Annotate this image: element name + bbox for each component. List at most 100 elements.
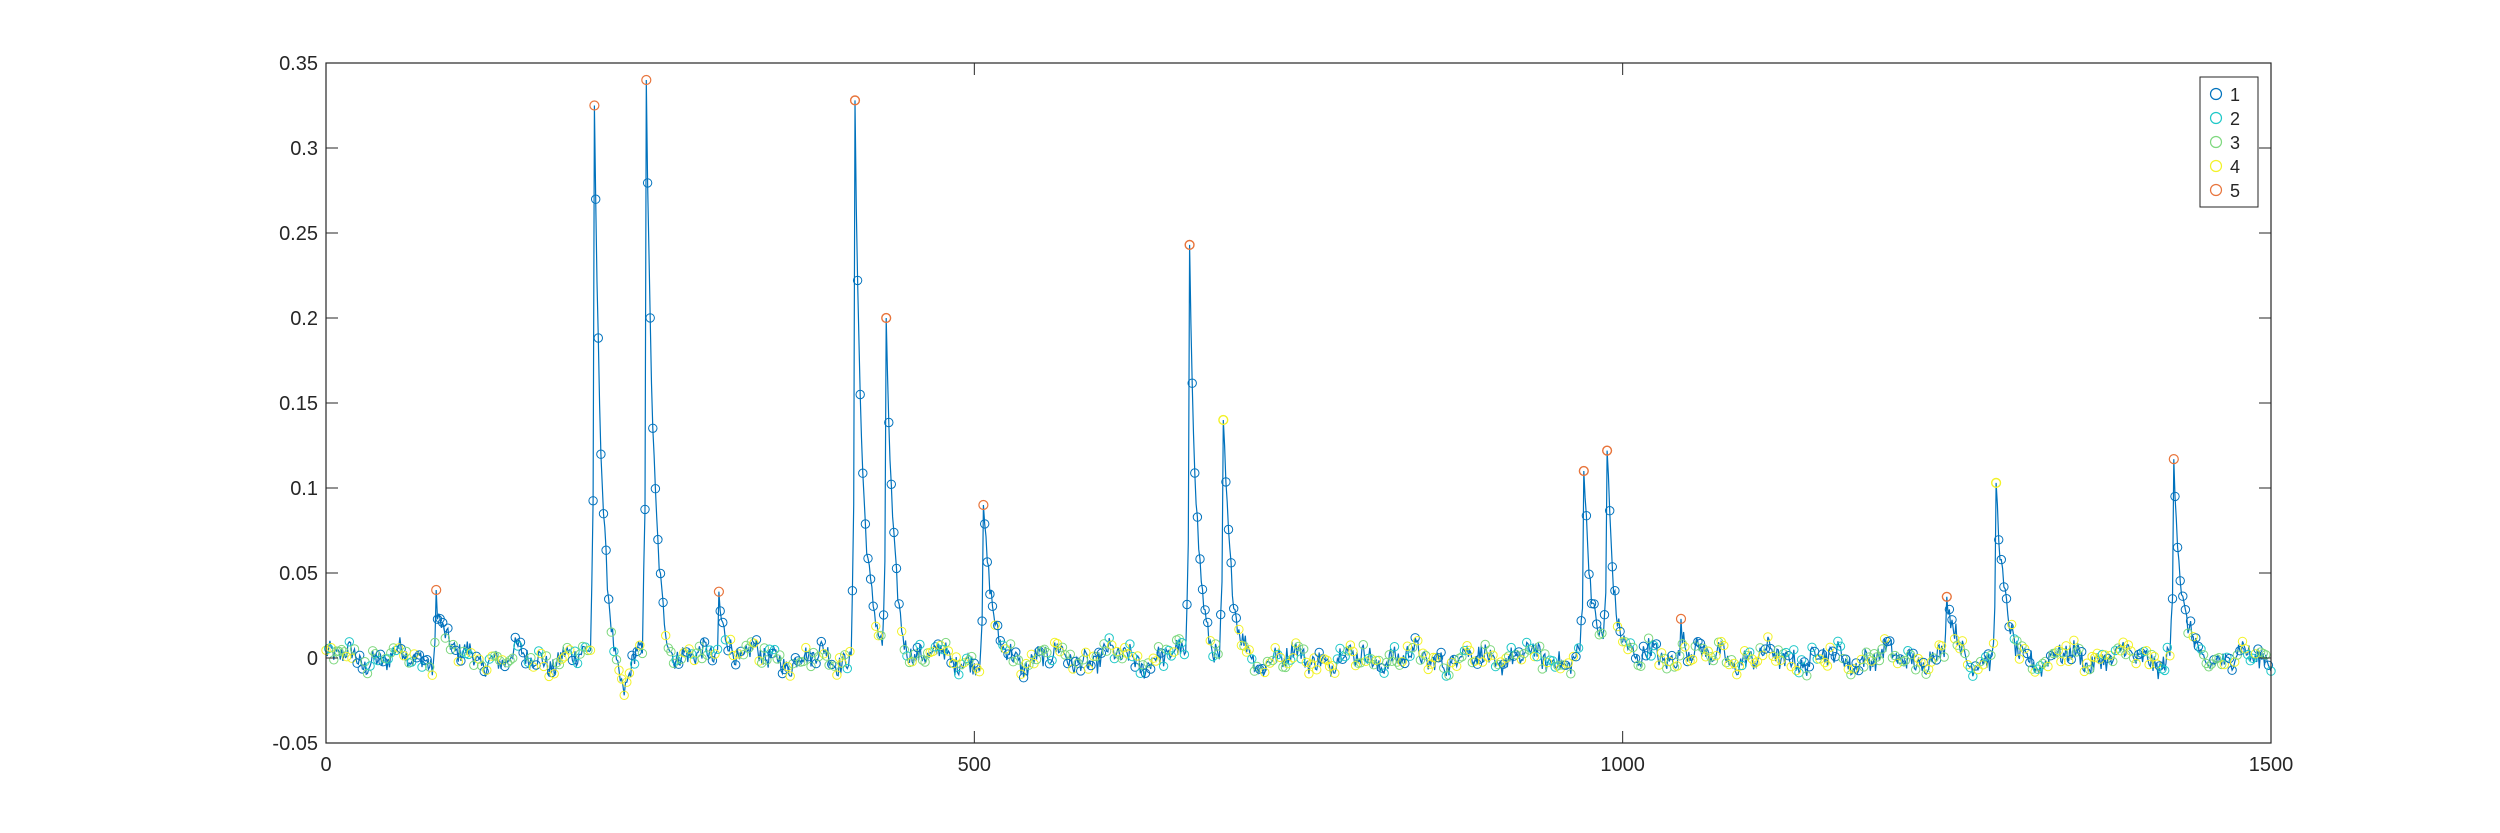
marker-series-3 <box>1628 642 1638 653</box>
marker-series-4 <box>1265 658 1275 668</box>
marker-series-4 <box>1260 667 1270 678</box>
marker-series-3 <box>697 653 707 664</box>
marker-series-4 <box>1322 655 1332 665</box>
marker-series-3 <box>1467 657 1478 668</box>
peak-marker <box>1990 477 2002 488</box>
marker-series-4 <box>928 646 938 657</box>
legend-label: 5 <box>2230 181 2240 201</box>
marker-series-3 <box>814 651 824 662</box>
marker-series-2 <box>391 645 401 656</box>
marker-series-1 <box>884 417 894 428</box>
marker-series-1 <box>852 275 863 286</box>
marker-series-1 <box>546 667 557 678</box>
marker-series-2 <box>1208 651 1218 662</box>
marker-series-3 <box>386 648 396 658</box>
marker-series-4 <box>1234 624 1244 635</box>
marker-series-4 <box>1402 641 1413 651</box>
marker-series-4 <box>1462 641 1472 651</box>
y-tick-label: 0.15 <box>279 393 318 415</box>
marker-series-4 <box>1418 648 1428 658</box>
peak-marker <box>1675 613 1687 625</box>
marker-series-2 <box>417 662 427 672</box>
marker-series-1 <box>640 504 650 515</box>
peak-marker <box>849 95 861 106</box>
marker-series-4 <box>837 658 847 668</box>
marker-series-1 <box>1197 584 1208 595</box>
marker-series-3 <box>1065 649 1076 659</box>
marker-series-4 <box>1879 634 1890 644</box>
peak-marker <box>881 312 892 324</box>
marker-series-1 <box>2134 649 2144 660</box>
marker-series-4 <box>635 640 645 650</box>
marker-series-4 <box>834 653 845 663</box>
marker-series-3 <box>821 651 832 661</box>
marker-series-3 <box>744 643 754 653</box>
marker-series-4 <box>2014 654 2025 664</box>
marker-series-4 <box>897 626 907 637</box>
marker-series-3 <box>606 627 616 637</box>
marker-series-4 <box>474 654 484 664</box>
marker-series-3 <box>1900 655 1911 666</box>
marker-series-2 <box>720 635 731 645</box>
marker-series-4 <box>1244 645 1254 655</box>
marker-series-4 <box>1719 640 1729 651</box>
marker-series-3 <box>668 658 679 668</box>
marker-series-1 <box>355 650 365 660</box>
marker-series-1 <box>2263 660 2274 670</box>
marker-series-2 <box>1506 642 1516 653</box>
marker-series-4 <box>2144 659 2154 670</box>
marker-series-1 <box>658 597 668 608</box>
marker-series-1 <box>847 586 858 596</box>
marker-series-1 <box>1605 506 1615 516</box>
marker-series-1 <box>674 659 684 669</box>
marker-series-3 <box>1846 670 1856 680</box>
marker-series-3 <box>2017 641 2027 651</box>
marker-series-1 <box>1436 647 1446 658</box>
marker-series-4 <box>1680 642 1690 652</box>
marker-series-3 <box>1024 660 1034 670</box>
marker-series-4 <box>466 648 476 658</box>
marker-series-2 <box>1135 668 1146 678</box>
marker-series-4 <box>1120 642 1130 653</box>
marker-series-3 <box>1960 648 1970 659</box>
peak-marker <box>713 586 725 597</box>
marker-series-3 <box>1101 646 1112 656</box>
marker-series-3 <box>876 630 886 641</box>
marker-series-1 <box>2191 633 2201 643</box>
marker-series-1 <box>1828 646 1838 656</box>
marker-series-3 <box>775 650 785 660</box>
marker-series-1 <box>1182 599 1192 610</box>
marker-series-1 <box>891 563 902 574</box>
marker-series-3 <box>508 653 518 663</box>
marker-series-3 <box>806 661 816 672</box>
marker-series-4 <box>728 650 738 661</box>
marker-series-3 <box>1356 658 1366 668</box>
marker-series-4 <box>1771 656 1781 666</box>
marker-series-3 <box>2206 659 2217 669</box>
marker-series-4 <box>1654 660 1664 670</box>
marker-series-4 <box>974 667 985 677</box>
marker-series-4 <box>1758 650 1768 661</box>
marker-series-4 <box>1026 649 1037 659</box>
marker-series-3 <box>554 659 565 670</box>
marker-series-4 <box>622 677 632 687</box>
marker-series-4 <box>754 656 764 666</box>
marker-series-4 <box>1413 636 1423 646</box>
marker-series-3 <box>339 647 349 657</box>
marker-series-4 <box>1516 655 1527 665</box>
marker-series-3 <box>762 655 772 665</box>
x-axis: 0 500 1000 1500 <box>320 63 2293 776</box>
peak-marker <box>1184 239 1195 250</box>
marker-series-3 <box>920 657 930 667</box>
marker-series-1 <box>1589 599 1599 609</box>
marker-series-3 <box>1384 650 1395 660</box>
marker-series-1 <box>396 644 406 654</box>
x-tick-label: 500 <box>958 754 991 776</box>
marker-series-4 <box>2100 650 2110 660</box>
marker-series-4 <box>1815 654 1825 664</box>
marker-series-1 <box>1433 653 1444 663</box>
marker-series-4 <box>1241 647 1252 657</box>
y-tick-label: 0.05 <box>279 563 318 585</box>
marker-series-1 <box>2185 616 2196 626</box>
